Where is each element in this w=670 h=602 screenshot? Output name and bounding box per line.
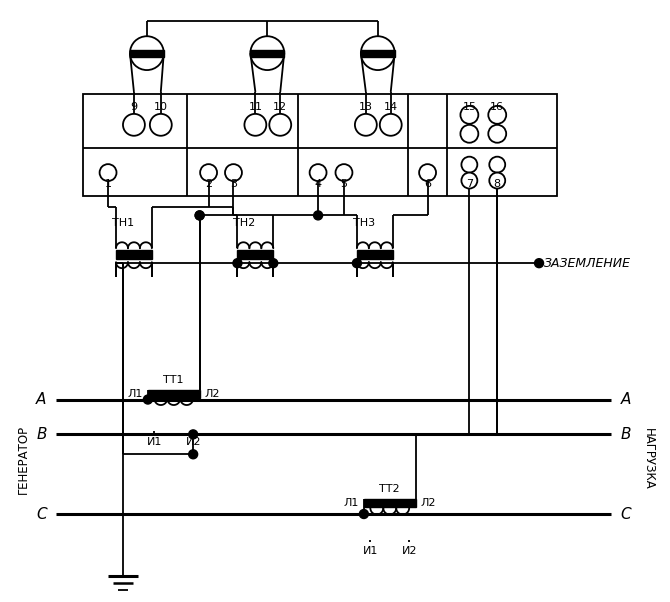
Bar <box>361 50 395 57</box>
Bar <box>357 250 393 259</box>
Text: 1: 1 <box>105 179 111 188</box>
Text: B: B <box>620 427 631 442</box>
Circle shape <box>123 114 145 136</box>
Text: Л2: Л2 <box>421 498 436 508</box>
Text: 12: 12 <box>273 102 287 112</box>
Circle shape <box>195 211 204 220</box>
Text: C: C <box>620 506 631 521</box>
Circle shape <box>352 259 361 268</box>
Circle shape <box>310 164 326 181</box>
Text: Л1: Л1 <box>344 498 359 508</box>
Text: 11: 11 <box>249 102 263 112</box>
Text: 7: 7 <box>466 179 473 188</box>
Circle shape <box>200 164 217 181</box>
Bar <box>237 250 273 259</box>
Circle shape <box>269 259 278 268</box>
Text: 2: 2 <box>205 179 212 188</box>
Circle shape <box>359 509 368 518</box>
Circle shape <box>488 125 507 143</box>
Text: A: A <box>620 392 631 407</box>
Circle shape <box>269 114 291 136</box>
Circle shape <box>225 164 242 181</box>
Circle shape <box>150 114 172 136</box>
Circle shape <box>419 164 436 181</box>
Circle shape <box>361 36 395 70</box>
Circle shape <box>195 211 204 220</box>
Text: B: B <box>36 427 47 442</box>
Text: Л1: Л1 <box>127 388 143 399</box>
Circle shape <box>462 157 477 173</box>
Text: И1: И1 <box>362 547 378 556</box>
Circle shape <box>251 36 284 70</box>
Text: 16: 16 <box>490 102 505 112</box>
Text: ЗАЗЕМЛЕНИЕ: ЗАЗЕМЛЕНИЕ <box>544 256 631 270</box>
Circle shape <box>189 430 198 439</box>
Text: ТТ1: ТТ1 <box>163 374 184 385</box>
Text: 9: 9 <box>131 102 137 112</box>
Text: 8: 8 <box>494 179 500 188</box>
Text: 6: 6 <box>424 179 431 188</box>
Circle shape <box>130 36 163 70</box>
Text: 13: 13 <box>359 102 373 112</box>
Text: И1: И1 <box>147 437 162 447</box>
Bar <box>148 389 200 397</box>
Text: И2: И2 <box>401 547 417 556</box>
Circle shape <box>460 125 478 143</box>
Text: ТН2: ТН2 <box>233 219 256 228</box>
Text: И2: И2 <box>186 437 201 447</box>
Circle shape <box>460 106 478 124</box>
Bar <box>364 499 415 507</box>
Circle shape <box>336 164 352 181</box>
Text: A: A <box>36 392 46 407</box>
Circle shape <box>233 259 242 268</box>
Text: НАГРУЗКА: НАГРУЗКА <box>642 429 655 490</box>
Text: ТТ2: ТТ2 <box>379 484 400 494</box>
Circle shape <box>189 450 198 459</box>
Text: 10: 10 <box>154 102 168 112</box>
Circle shape <box>314 211 322 220</box>
Circle shape <box>488 106 507 124</box>
Text: Л2: Л2 <box>204 388 220 399</box>
Text: 3: 3 <box>230 179 237 188</box>
Circle shape <box>489 173 505 188</box>
Circle shape <box>462 173 477 188</box>
Bar <box>116 250 152 259</box>
Circle shape <box>245 114 266 136</box>
Text: ТН3: ТН3 <box>353 219 375 228</box>
Bar <box>251 50 284 57</box>
Text: ГЕНЕРАТОР: ГЕНЕРАТОР <box>17 424 30 494</box>
Circle shape <box>489 157 505 173</box>
Circle shape <box>355 114 377 136</box>
Text: 5: 5 <box>340 179 348 188</box>
Text: 15: 15 <box>462 102 476 112</box>
Circle shape <box>535 259 543 268</box>
Text: 4: 4 <box>314 179 322 188</box>
Circle shape <box>143 395 152 404</box>
Text: 14: 14 <box>384 102 398 112</box>
Bar <box>83 94 557 196</box>
Text: C: C <box>36 506 47 521</box>
Text: ТН1: ТН1 <box>112 219 134 228</box>
Circle shape <box>100 164 117 181</box>
Circle shape <box>380 114 402 136</box>
Bar <box>130 50 163 57</box>
